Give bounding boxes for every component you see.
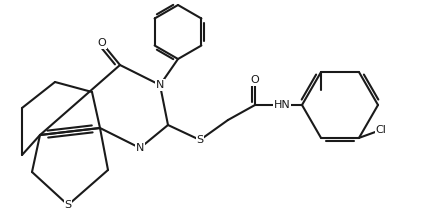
Text: HN: HN: [274, 100, 291, 110]
Text: N: N: [136, 143, 144, 153]
Text: N: N: [156, 80, 164, 90]
Text: S: S: [65, 200, 72, 210]
Text: Cl: Cl: [376, 125, 386, 135]
Text: O: O: [251, 75, 259, 85]
Text: O: O: [97, 38, 106, 48]
Text: S: S: [196, 135, 203, 145]
